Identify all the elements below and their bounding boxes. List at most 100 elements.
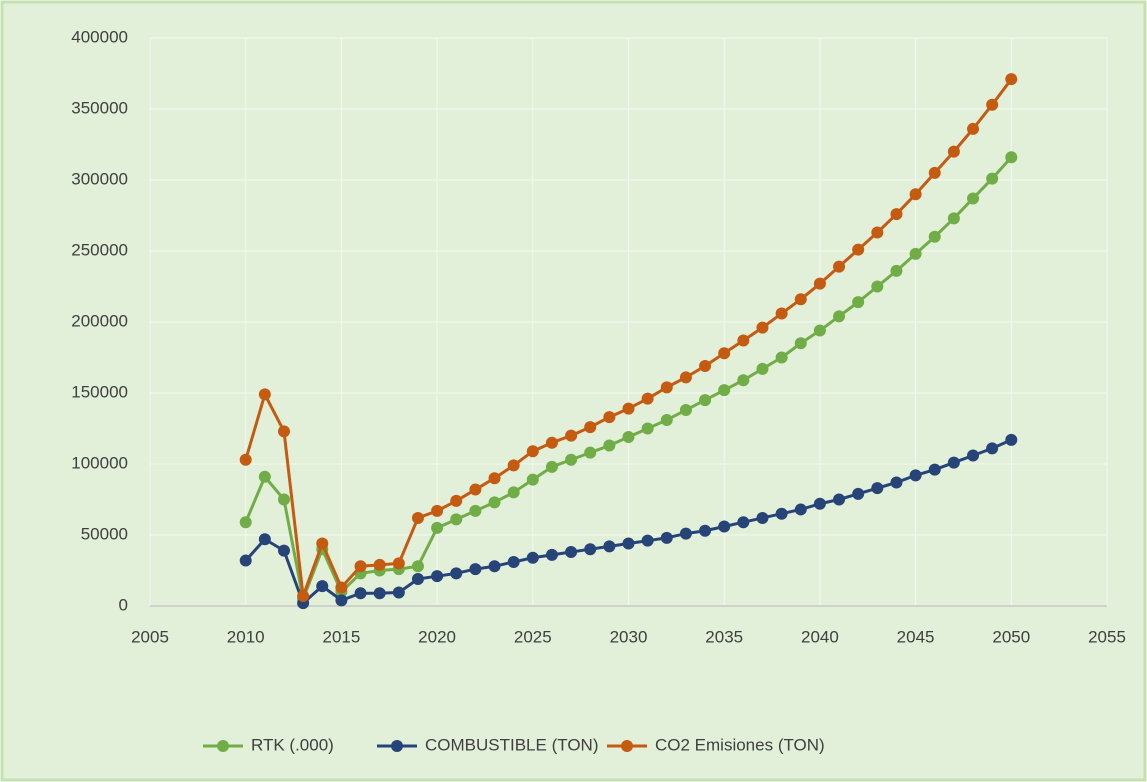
data-point xyxy=(871,226,884,239)
data-point xyxy=(928,166,941,179)
data-point xyxy=(622,402,635,415)
data-point xyxy=(316,580,329,593)
legend-label: CO2 Emisiones (TON) xyxy=(655,735,825,754)
data-point xyxy=(890,208,903,221)
data-point xyxy=(565,453,578,466)
data-point xyxy=(833,493,846,506)
data-point xyxy=(756,511,769,524)
data-point xyxy=(986,98,999,111)
data-point xyxy=(947,212,960,225)
x-tick-label: 2040 xyxy=(801,627,839,646)
data-point xyxy=(450,513,463,526)
data-point xyxy=(526,551,539,564)
data-point xyxy=(277,493,290,506)
data-point xyxy=(297,590,310,603)
data-point xyxy=(737,334,750,347)
data-point xyxy=(239,554,252,567)
x-tick-label: 2020 xyxy=(418,627,456,646)
data-point xyxy=(641,422,654,435)
data-point xyxy=(775,507,788,520)
y-tick-label: 150000 xyxy=(71,382,128,401)
y-tick-label: 300000 xyxy=(71,169,128,188)
data-point xyxy=(565,546,578,559)
data-point xyxy=(373,587,386,600)
data-point xyxy=(967,192,980,205)
data-point xyxy=(565,429,578,442)
data-point xyxy=(277,544,290,557)
data-point xyxy=(469,483,482,496)
data-point xyxy=(718,520,731,533)
data-point xyxy=(775,307,788,320)
legend-label: COMBUSTIBLE (TON) xyxy=(425,735,598,754)
data-point xyxy=(909,247,922,260)
x-tick-label: 2025 xyxy=(514,627,552,646)
data-point xyxy=(852,296,865,309)
data-point xyxy=(277,425,290,438)
y-tick-label: 50000 xyxy=(81,524,128,543)
data-point xyxy=(852,487,865,500)
data-point xyxy=(756,362,769,375)
data-point xyxy=(411,560,424,573)
legend-marker xyxy=(217,740,229,752)
y-tick-label: 250000 xyxy=(71,240,128,259)
y-tick-label: 350000 xyxy=(71,98,128,117)
data-point xyxy=(794,503,807,516)
data-point xyxy=(373,558,386,571)
data-point xyxy=(603,540,616,553)
data-point xyxy=(679,527,692,540)
data-point xyxy=(488,472,501,485)
x-tick-label: 2050 xyxy=(992,627,1030,646)
data-point xyxy=(718,347,731,360)
data-point xyxy=(603,411,616,424)
data-point xyxy=(545,460,558,473)
y-tick-label: 0 xyxy=(119,595,128,614)
legend-marker xyxy=(391,740,403,752)
x-tick-label: 2045 xyxy=(897,627,935,646)
data-point xyxy=(488,496,501,509)
data-point xyxy=(871,280,884,293)
data-point xyxy=(967,449,980,462)
data-point xyxy=(852,243,865,256)
data-point xyxy=(1005,73,1018,86)
data-point xyxy=(411,573,424,586)
data-point xyxy=(603,439,616,452)
data-point xyxy=(699,394,712,407)
data-point xyxy=(737,516,750,529)
data-point xyxy=(431,504,444,517)
data-point xyxy=(239,453,252,466)
data-point xyxy=(967,122,980,135)
data-point xyxy=(871,482,884,495)
data-point xyxy=(239,516,252,529)
data-point xyxy=(526,445,539,458)
y-tick-label: 100000 xyxy=(71,453,128,472)
data-point xyxy=(526,473,539,486)
x-tick-label: 2015 xyxy=(322,627,360,646)
data-point xyxy=(316,537,329,550)
x-tick-label: 2010 xyxy=(227,627,265,646)
legend-marker xyxy=(621,740,633,752)
data-point xyxy=(507,459,520,472)
data-point xyxy=(928,463,941,476)
data-point xyxy=(947,456,960,469)
data-point xyxy=(354,560,367,573)
data-point xyxy=(833,260,846,273)
x-tick-label: 2055 xyxy=(1088,627,1126,646)
x-tick-label: 2030 xyxy=(610,627,648,646)
data-point xyxy=(584,421,597,434)
y-tick-label: 200000 xyxy=(71,311,128,330)
data-point xyxy=(641,534,654,547)
data-point xyxy=(679,404,692,417)
data-point xyxy=(890,476,903,489)
data-point xyxy=(909,469,922,482)
data-point xyxy=(411,511,424,524)
data-point xyxy=(775,351,788,364)
data-point xyxy=(258,388,271,401)
data-point xyxy=(545,548,558,561)
data-point xyxy=(354,587,367,600)
data-point xyxy=(833,310,846,323)
data-point xyxy=(813,497,826,510)
data-point xyxy=(431,521,444,534)
x-tick-label: 2035 xyxy=(705,627,743,646)
